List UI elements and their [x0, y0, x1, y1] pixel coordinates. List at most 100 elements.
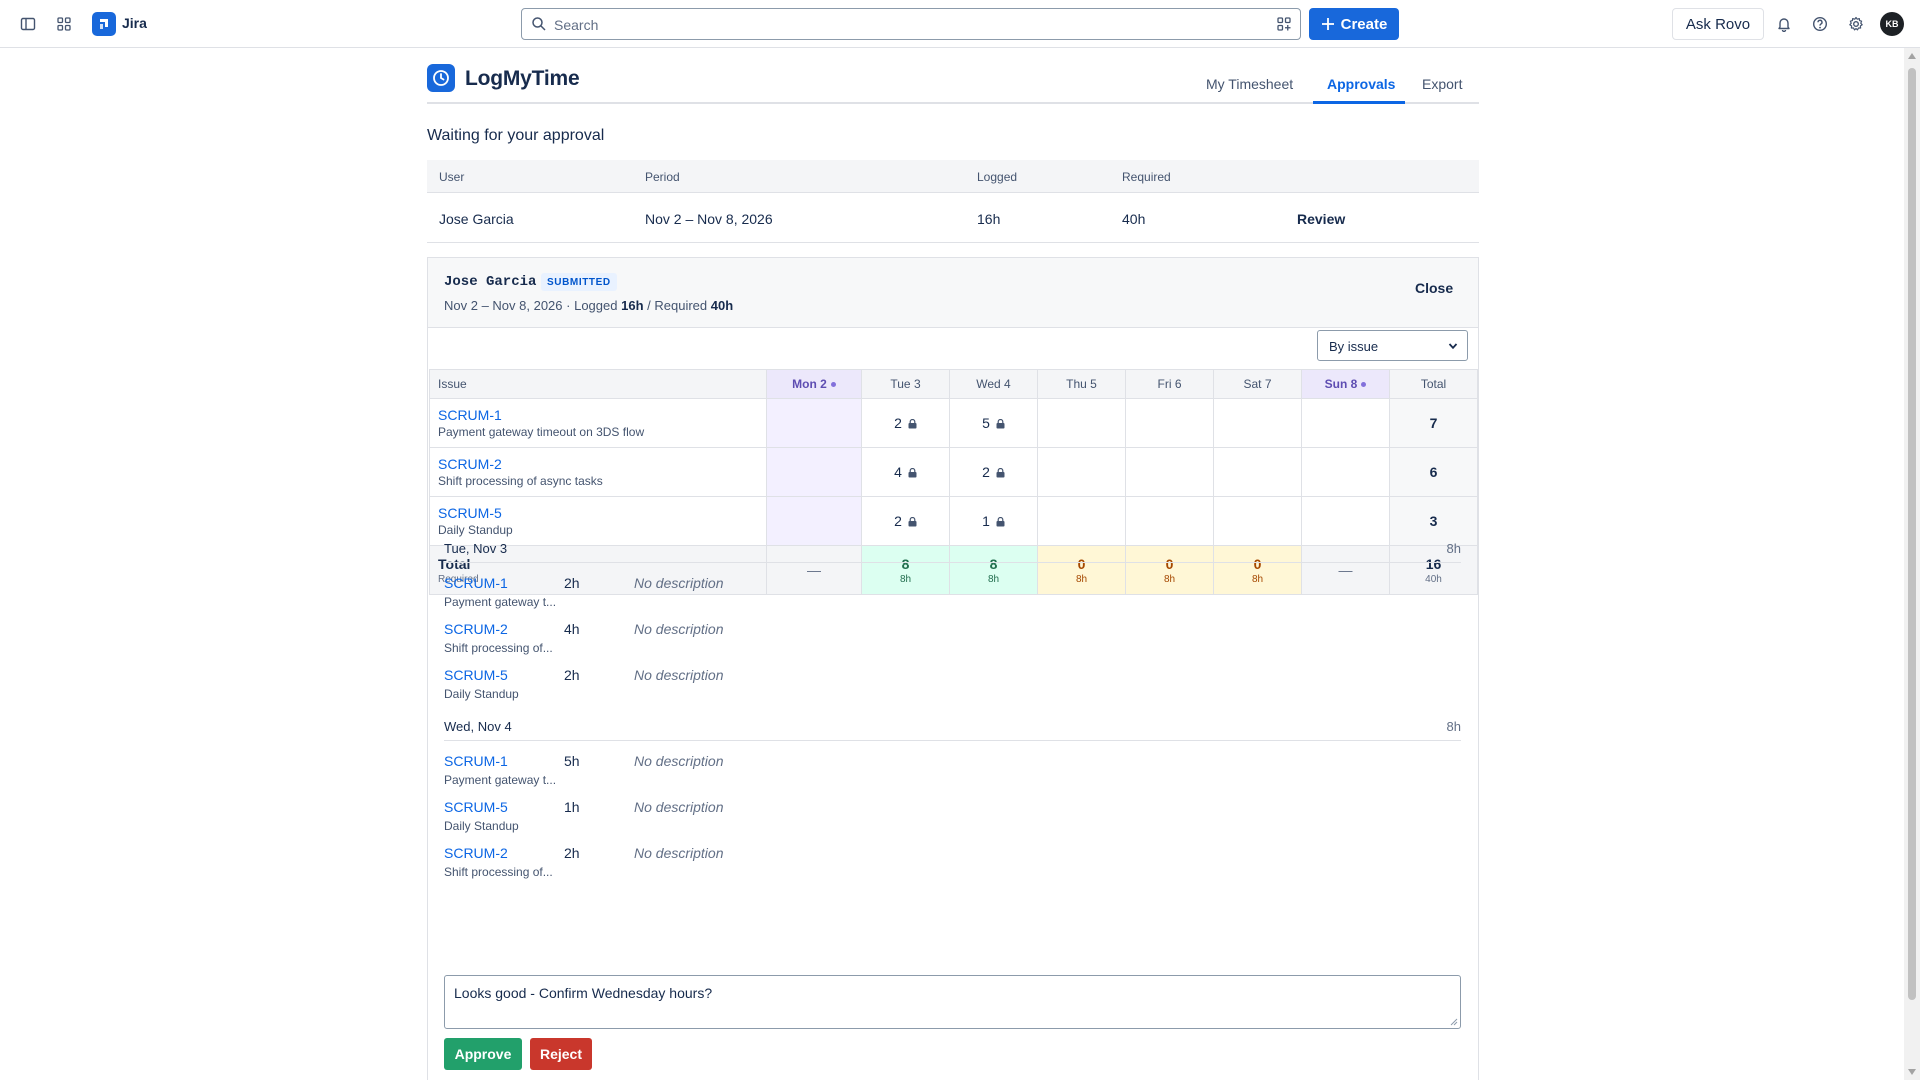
- day-total-cell: —: [766, 545, 862, 595]
- hours-cell[interactable]: [1301, 447, 1390, 497]
- search-icon: [532, 17, 546, 31]
- table-row: SCRUM-1 Payment gateway timeout on 3DS fl…: [429, 398, 1478, 448]
- lock-icon: [908, 419, 917, 429]
- entry-issue-key-link[interactable]: SCRUM-1: [444, 753, 508, 769]
- grid-header-day: Wed 4: [949, 369, 1038, 399]
- entry-issue-key-link[interactable]: SCRUM-2: [444, 845, 508, 861]
- grid-header-row: Issue Mon 2 Tue 3 Wed 4 Thu 5 Fri 6 Sat …: [429, 369, 1478, 399]
- entry-hours: 2h: [564, 575, 580, 591]
- tab-my-timesheet[interactable]: My Timesheet: [1206, 76, 1294, 92]
- hours-cell[interactable]: 2: [949, 447, 1038, 497]
- view-mode-select[interactable]: By issue: [1317, 330, 1468, 361]
- search-filter-icon[interactable]: [1276, 16, 1292, 32]
- day-label: Wed, Nov 4: [444, 719, 512, 734]
- required-sublabel: Required: [438, 573, 479, 585]
- comment-textarea[interactable]: Looks good - Confirm Wednesday hours?: [444, 975, 1461, 1029]
- grid-header-day: Thu 5: [1037, 369, 1126, 399]
- hours-cell[interactable]: 2: [861, 398, 950, 448]
- entry-issue-key-link[interactable]: SCRUM-5: [444, 667, 508, 683]
- jira-logo-icon[interactable]: [92, 12, 116, 36]
- hours-cell[interactable]: [1125, 447, 1214, 497]
- app-title: LogMyTime: [465, 67, 580, 90]
- entry-issue-summary: Shift processing of...: [444, 641, 553, 655]
- sidebar-toggle-icon[interactable]: [16, 12, 40, 36]
- settings-gear-icon[interactable]: [1844, 12, 1868, 36]
- search-input[interactable]: Search: [521, 8, 1301, 40]
- hours-cell[interactable]: [1037, 398, 1126, 448]
- hours-cell[interactable]: [1037, 447, 1126, 497]
- hours-cell[interactable]: [1213, 496, 1302, 546]
- row-total: 6: [1389, 447, 1478, 497]
- close-button[interactable]: Close: [1415, 280, 1454, 296]
- review-button[interactable]: Review: [1297, 211, 1346, 227]
- list-item: SCRUM-5 Daily Standup 2h No description: [444, 665, 1461, 709]
- hours-cell[interactable]: 4: [861, 447, 950, 497]
- approve-button[interactable]: Approve: [444, 1038, 522, 1070]
- today-dot-icon: [830, 382, 836, 388]
- user-avatar[interactable]: KB: [1880, 12, 1904, 36]
- weekend-dot-icon: [1361, 382, 1367, 388]
- total-row: Total Required —8 8h 8 8h 0 8h 0 8h 0 8h —16 40h: [429, 545, 1478, 595]
- required-value: 40h: [710, 298, 734, 313]
- waiting-table-header: User Period Logged Required: [427, 160, 1479, 193]
- issue-key-link[interactable]: SCRUM-1: [438, 407, 502, 423]
- entry-description: No description: [634, 845, 724, 861]
- reject-button[interactable]: Reject: [530, 1038, 592, 1070]
- entry-issue-summary: Daily Standup: [444, 687, 519, 701]
- scroll-up-arrow-icon[interactable]: [1908, 53, 1916, 59]
- jira-app-name[interactable]: Jira: [122, 15, 147, 31]
- review-panel-header: Jose Garcia SUBMITTED Nov 2 – Nov 8, 202…: [428, 258, 1478, 328]
- create-label: Create: [1340, 15, 1388, 33]
- hours-cell[interactable]: [1213, 398, 1302, 448]
- day-label: Tue, Nov 3: [444, 541, 508, 556]
- entry-description: No description: [634, 621, 724, 637]
- waiting-approval-title: Waiting for your approval: [427, 127, 605, 144]
- logmytime-clock-icon: [427, 64, 455, 92]
- row-required: 40h: [1122, 211, 1146, 227]
- tab-export[interactable]: Export: [1422, 76, 1463, 92]
- list-item: SCRUM-5 Daily Standup 1h No description: [444, 797, 1461, 841]
- app-switcher-icon[interactable]: [52, 12, 76, 36]
- grid-header-day: Fri 6: [1125, 369, 1214, 399]
- required-label: Required: [654, 298, 708, 313]
- entry-description: No description: [634, 799, 724, 815]
- row-period: Nov 2 – Nov 8, 2026: [645, 211, 773, 227]
- notifications-bell-icon[interactable]: [1772, 12, 1796, 36]
- row-user: Jose Garcia: [439, 211, 514, 227]
- entry-hours: 4h: [564, 621, 580, 637]
- list-item: SCRUM-2 Shift processing of... 2h No descri…: [444, 843, 1461, 887]
- ask-rovo-button[interactable]: Ask Rovo: [1672, 8, 1764, 40]
- entry-issue-key-link[interactable]: SCRUM-5: [444, 799, 508, 815]
- help-icon[interactable]: [1808, 12, 1832, 36]
- resize-handle-icon[interactable]: [1450, 1018, 1458, 1026]
- hours-cell[interactable]: [1301, 398, 1390, 448]
- issue-key-link[interactable]: SCRUM-5: [438, 505, 502, 521]
- hours-cell[interactable]: [766, 447, 862, 497]
- hours-cell[interactable]: [1125, 398, 1214, 448]
- create-button[interactable]: Create: [1309, 8, 1399, 40]
- issue-cell: SCRUM-5 Daily Standup: [429, 496, 767, 546]
- issue-key-link[interactable]: SCRUM-2: [438, 456, 502, 472]
- entry-hours: 2h: [564, 667, 580, 683]
- page-scrollbar[interactable]: [1904, 48, 1920, 1080]
- hours-cell[interactable]: [1213, 447, 1302, 497]
- scroll-thumb[interactable]: [1908, 68, 1916, 1000]
- scroll-down-arrow-icon[interactable]: [1908, 1069, 1916, 1075]
- tab-approvals[interactable]: Approvals: [1327, 76, 1396, 92]
- chevron-down-icon: [1448, 343, 1458, 350]
- issue-cell: SCRUM-1 Payment gateway timeout on 3DS fl…: [429, 398, 767, 448]
- top-navigation: Jira Search Create Ask Rovo KB: [0, 0, 1920, 48]
- hours-cell[interactable]: [766, 496, 862, 546]
- hours-cell[interactable]: 5: [949, 398, 1038, 448]
- hours-cell[interactable]: [1037, 496, 1126, 546]
- hours-cell[interactable]: [1125, 496, 1214, 546]
- entry-issue-key-link[interactable]: SCRUM-1: [444, 575, 508, 591]
- lock-icon: [908, 517, 917, 527]
- table-row: Jose Garcia Nov 2 – Nov 8, 2026 16h 40h …: [427, 193, 1479, 243]
- total-label-cell: Total Required: [429, 545, 767, 595]
- hours-cell[interactable]: [766, 398, 862, 448]
- logged-label: Logged: [574, 298, 618, 313]
- plus-icon: [1321, 18, 1334, 30]
- entry-issue-key-link[interactable]: SCRUM-2: [444, 621, 508, 637]
- grid-header-day: Sun 8: [1301, 369, 1390, 399]
